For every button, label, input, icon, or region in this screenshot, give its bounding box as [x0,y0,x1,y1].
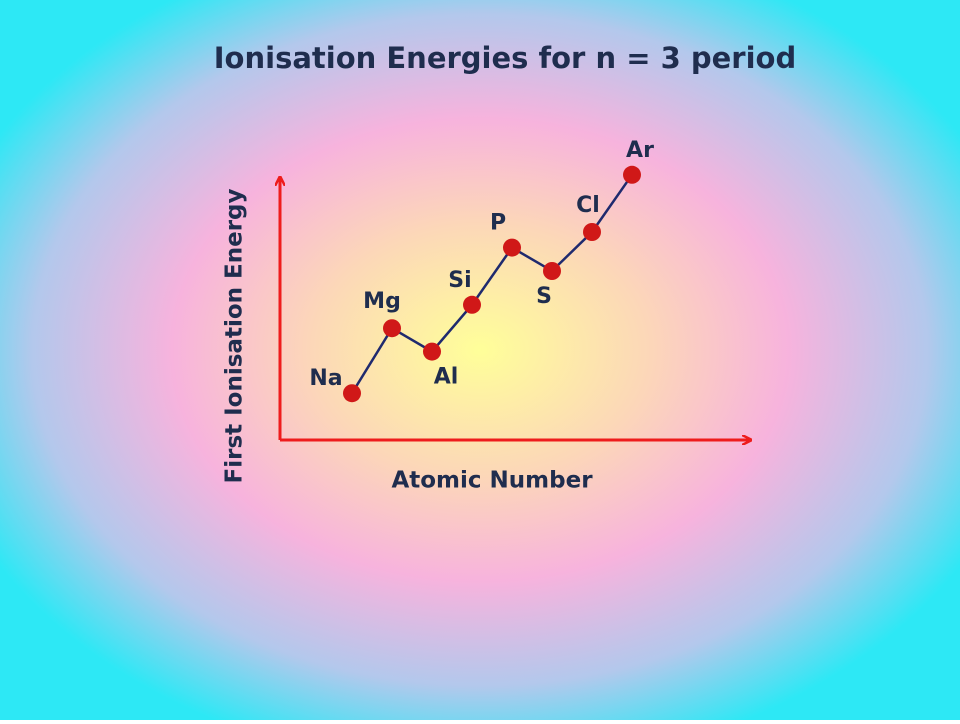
data-point [463,295,481,314]
data-point [343,384,361,403]
point-label: Na [309,366,342,391]
data-point [583,223,601,241]
point-label: Al [434,365,459,390]
point-label: P [490,211,506,236]
data-point [543,262,561,280]
data-point [623,165,641,184]
point-label: Ar [626,138,654,163]
x-axis-label: Atomic Number [391,468,593,494]
point-label: Cl [576,193,600,218]
point-label: S [536,284,552,309]
point-label: Si [448,268,471,293]
y-axis-label: First Ionisation Energy [222,188,248,483]
data-point [383,319,401,338]
point-label: Mg [363,289,401,314]
chart-title: Ionisation Energies for n = 3 period [214,41,796,75]
data-point [503,238,521,257]
data-point [423,342,441,361]
